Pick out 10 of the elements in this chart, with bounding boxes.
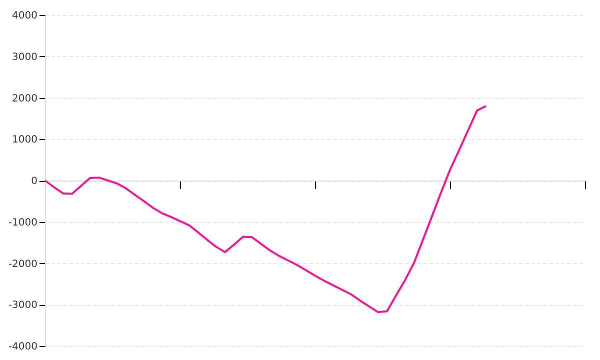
- y-tick-label: 3000: [12, 52, 38, 63]
- y-tick-label: 0: [31, 176, 38, 187]
- y-tick-label: -4000: [8, 342, 38, 352]
- line-series: [44, 105, 487, 314]
- y-tick-label: -2000: [8, 258, 38, 270]
- y-tick-label: 4000: [12, 10, 38, 22]
- y-tick-label: 2000: [12, 93, 38, 104]
- y-tick-label: -1000: [8, 217, 38, 228]
- y-tick-label: -3000: [8, 300, 38, 312]
- y-tick-label: 1000: [12, 134, 38, 146]
